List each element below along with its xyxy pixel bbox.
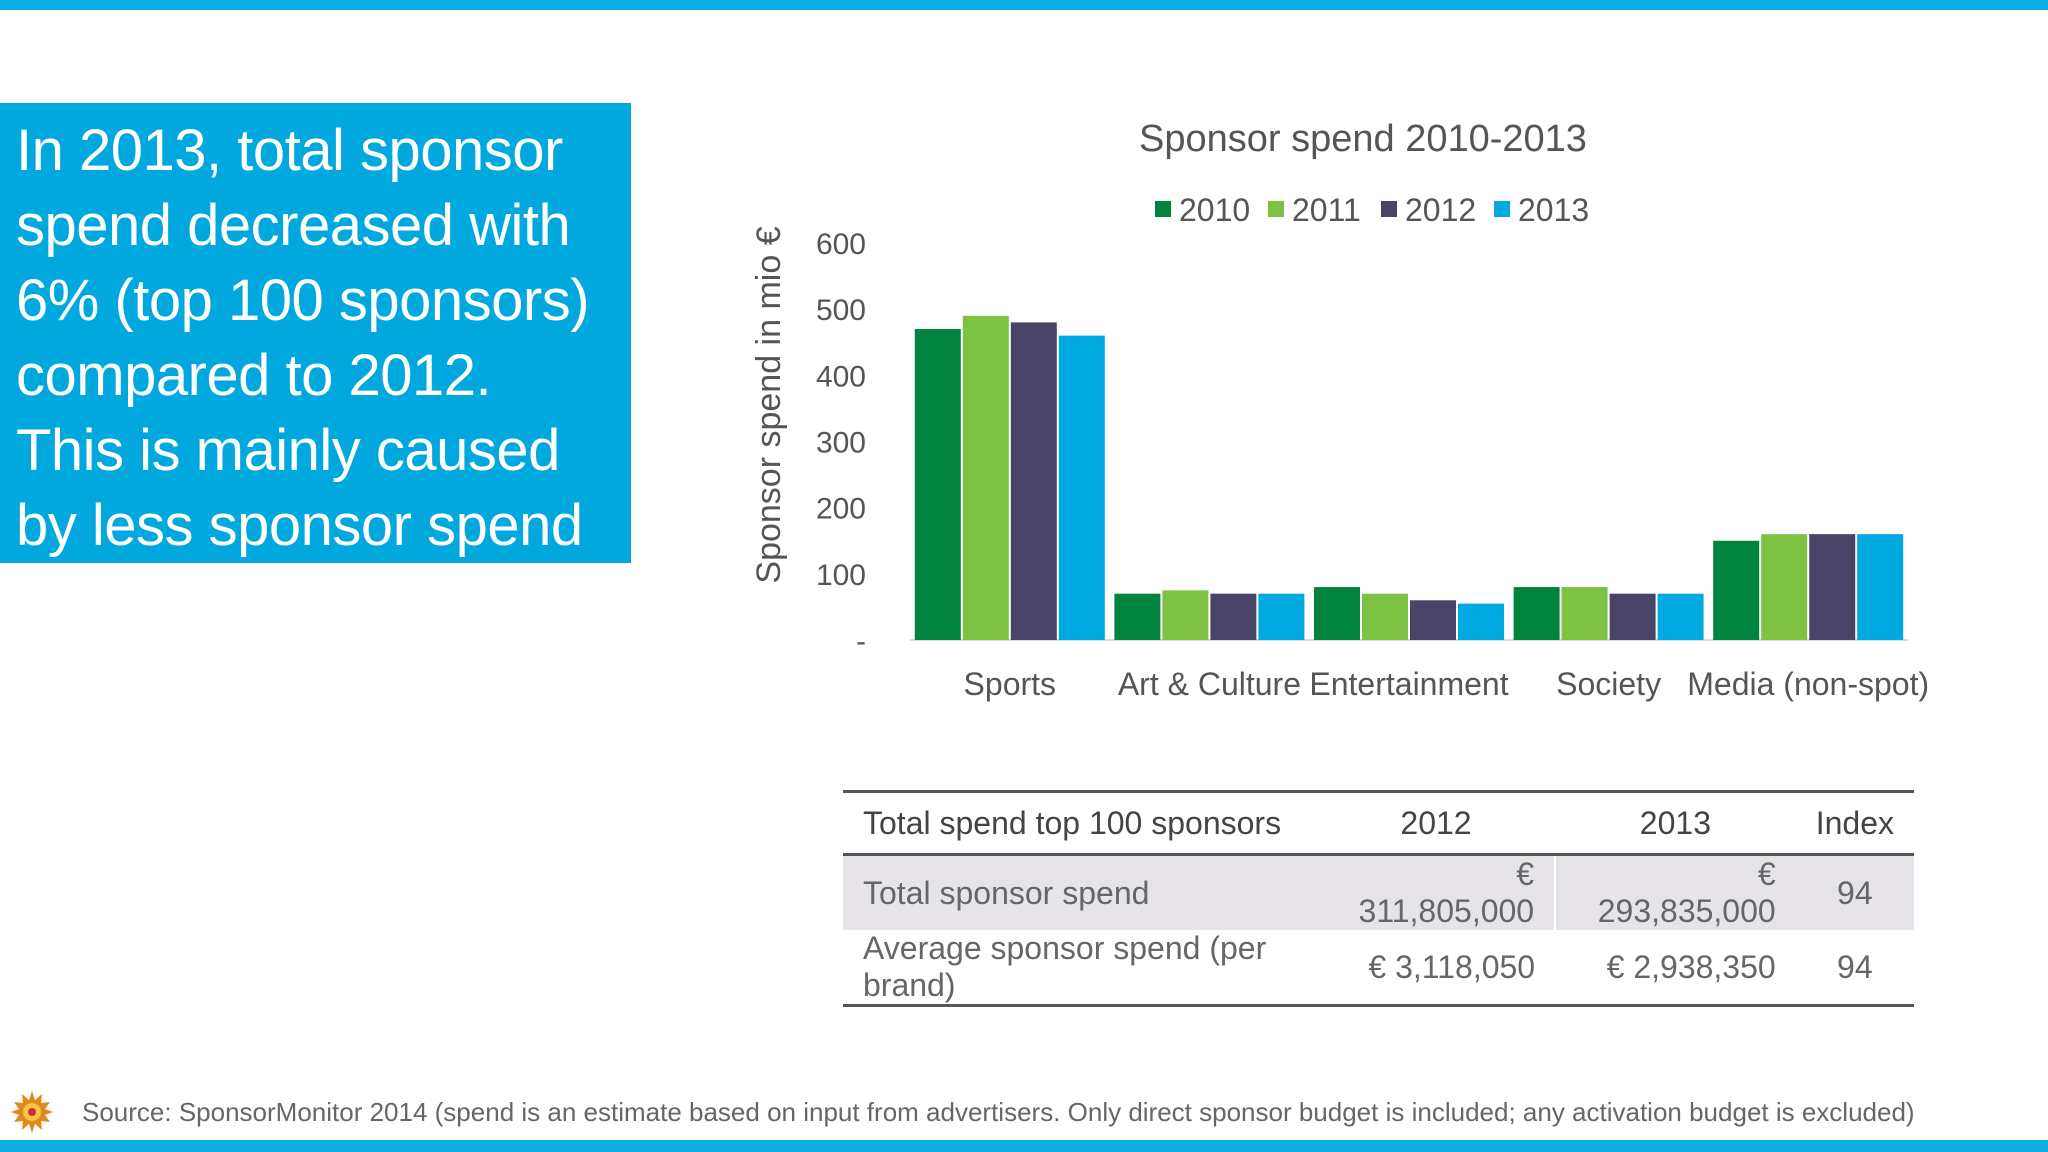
table-row: Average sponsor spend (per brand) € 3,11…: [843, 930, 1914, 1007]
x-tick-label: Media (non-spot): [1687, 666, 1929, 702]
table-header-row: Total spend top 100 sponsors 2012 2013 I…: [843, 790, 1914, 856]
table-row: Total sponsor spend € 311,805,000 € 293,…: [843, 854, 1914, 930]
bar-2010-art-culture: [1114, 593, 1161, 640]
y-tick-label: 600: [816, 228, 866, 261]
y-tick-label: 100: [816, 559, 866, 592]
legend-label-2013: 2013: [1518, 192, 1589, 228]
bar-2011-media-non-spot-: [1761, 534, 1808, 640]
y-axis-ticks: - 100 200 300 400 500 600: [816, 228, 866, 658]
bar-2013-art-culture: [1258, 593, 1305, 640]
bottom-accent-band: [0, 1140, 2048, 1152]
x-tick-label: Entertainment: [1309, 666, 1508, 702]
legend-label-2010: 2010: [1179, 192, 1250, 228]
bar-2011-entertainment: [1362, 593, 1408, 640]
table-cell: € 311,805,000: [1316, 854, 1557, 930]
bar-2012-media-non-spot-: [1809, 534, 1856, 640]
callout-text: In 2013, total sponsor spend decreased w…: [16, 118, 590, 633]
legend-swatch-2012: [1381, 201, 1397, 217]
summary-callout: In 2013, total sponsor spend decreased w…: [0, 103, 631, 633]
bar-2013-media-non-spot-: [1857, 534, 1904, 640]
x-axis-labels: Sports Art & Culture Entertainment Society M…: [964, 666, 1930, 702]
bar-2011-sports: [962, 315, 1009, 640]
legend-label-2012: 2012: [1405, 192, 1476, 228]
table-cell: 94: [1795, 930, 1914, 1007]
bar-2010-media-non-spot-: [1713, 540, 1760, 640]
x-tick-label: Sports: [964, 666, 1056, 702]
bar-2012-entertainment: [1410, 600, 1456, 640]
chart-bars: [914, 315, 1904, 640]
y-tick-label: 300: [816, 427, 866, 460]
legend-swatch-2013: [1494, 201, 1510, 217]
y-tick-label: 400: [816, 360, 866, 393]
bar-2012-sports: [1010, 322, 1057, 640]
table-header-index: Index: [1795, 790, 1914, 856]
bar-2010-entertainment: [1314, 587, 1360, 640]
y-tick-label: 200: [816, 493, 866, 526]
y-tick-label: 500: [816, 294, 866, 327]
chart-title: Sponsor spend 2010-2013: [1139, 118, 1587, 160]
bar-2013-society: [1657, 593, 1704, 640]
table-cell: Average sponsor spend (per brand): [843, 930, 1317, 1007]
footer: Source: SponsorMonitor 2014 (spend is an…: [10, 1090, 1915, 1134]
bar-2013-entertainment: [1458, 603, 1504, 640]
x-tick-label: Art & Culture: [1118, 666, 1301, 702]
source-note: Source: SponsorMonitor 2014 (spend is an…: [82, 1096, 1915, 1127]
total-spend-table: Total spend top 100 sponsors 2012 2013 I…: [843, 790, 1914, 1007]
legend-swatch-2010: [1155, 201, 1171, 217]
table-cell: Total sponsor spend: [843, 854, 1317, 930]
top-accent-band: [0, 0, 2048, 10]
table-cell: € 2,938,350: [1555, 930, 1796, 1007]
bar-2010-society: [1513, 587, 1560, 640]
table-header-label: Total spend top 100 sponsors: [843, 790, 1317, 856]
chart-legend: 2010 2011 2012 2013: [1155, 192, 1589, 228]
table-header-2013: 2013: [1555, 790, 1796, 856]
bar-2011-art-culture: [1162, 590, 1209, 640]
table-header-2012: 2012: [1316, 790, 1556, 856]
table-cell: 94: [1795, 854, 1914, 930]
legend-swatch-2011: [1268, 201, 1284, 217]
bar-2013-sports: [1058, 335, 1105, 640]
bar-2010-sports: [914, 329, 961, 640]
x-tick-label: Society: [1556, 666, 1661, 702]
sun-logo-icon: [11, 1091, 53, 1133]
bar-2012-society: [1609, 593, 1656, 640]
table-cell: € 293,835,000: [1555, 854, 1796, 930]
table-cell: € 3,118,050: [1316, 930, 1556, 1007]
y-tick-label: -: [856, 625, 866, 658]
bar-2011-society: [1561, 587, 1608, 640]
sponsor-spend-chart: Sponsor spend 2010-2013 2010 2011 2012 2013…: [750, 118, 1930, 702]
y-axis-label: Sponsor spend in mio €: [750, 226, 788, 583]
bar-2012-art-culture: [1210, 593, 1257, 640]
legend-label-2011: 2011: [1292, 192, 1361, 228]
